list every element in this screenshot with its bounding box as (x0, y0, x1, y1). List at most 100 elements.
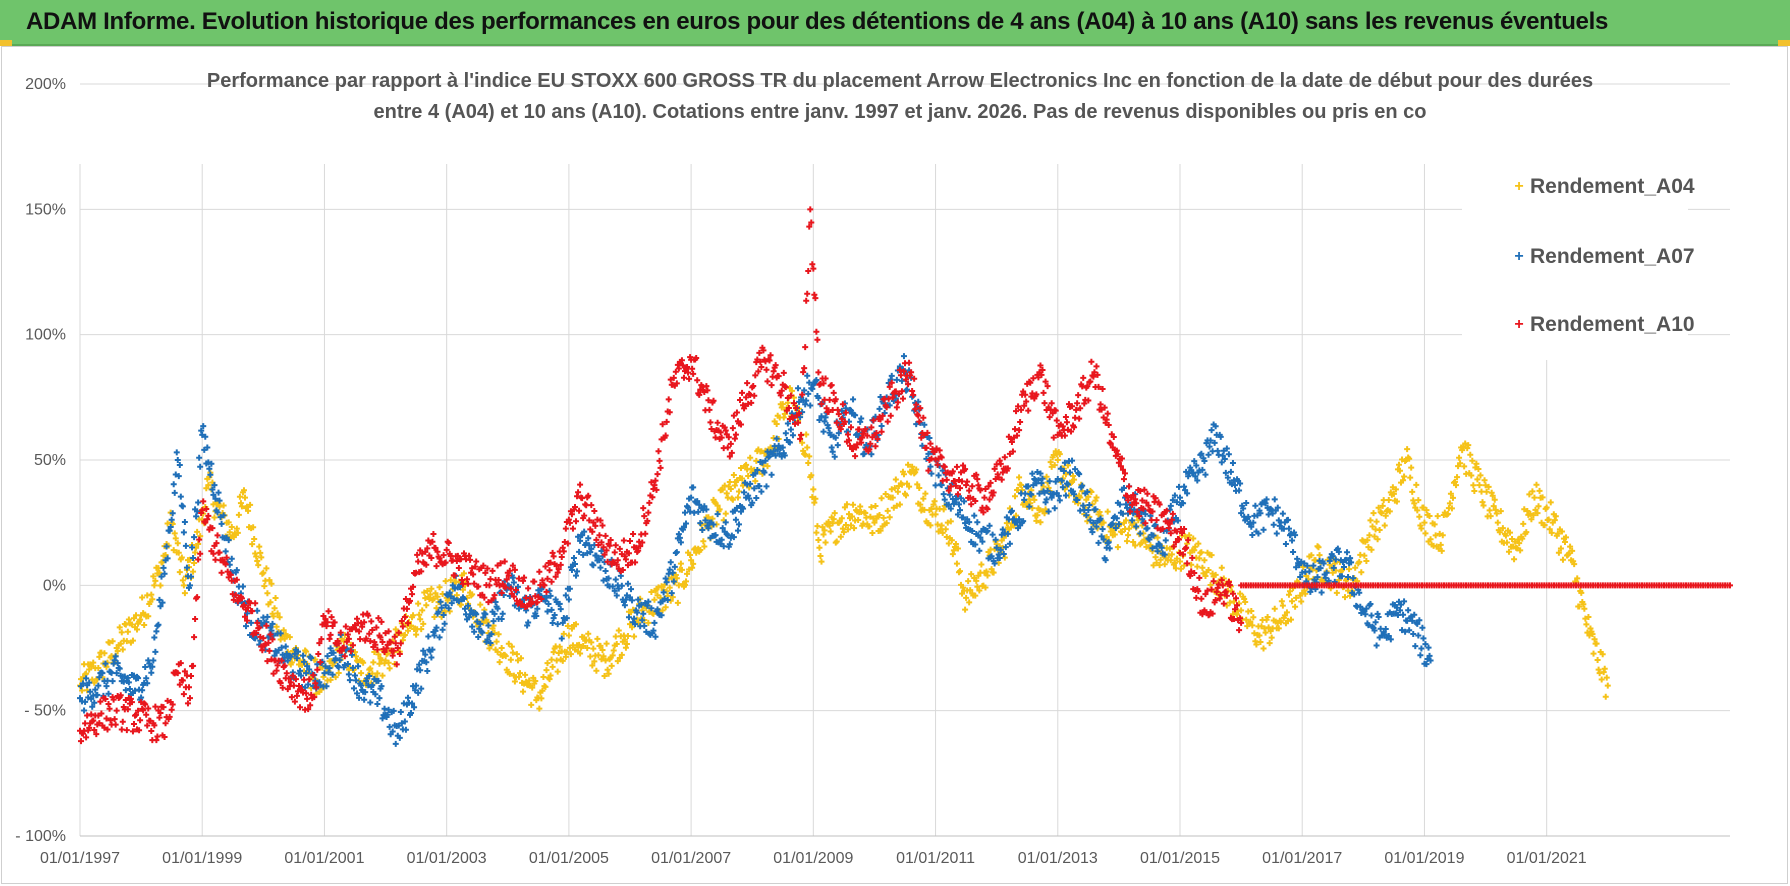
data-point (615, 627, 622, 634)
data-point (98, 710, 105, 717)
data-point (192, 549, 199, 556)
data-point (551, 612, 558, 619)
data-point (283, 670, 290, 677)
data-point (385, 706, 392, 713)
data-point (1021, 496, 1028, 503)
data-point (1534, 510, 1541, 517)
data-point (175, 473, 182, 480)
data-point (1014, 519, 1021, 526)
data-point (436, 584, 443, 591)
data-point (125, 616, 132, 623)
data-point (556, 643, 563, 650)
data-point (1365, 622, 1372, 629)
data-point (625, 614, 632, 621)
data-point (957, 507, 963, 514)
data-point (1173, 555, 1180, 562)
y-tick-label: 0% (43, 577, 66, 594)
data-point (761, 469, 768, 476)
data-point (386, 723, 393, 730)
data-point (714, 502, 721, 509)
data-point (574, 568, 581, 575)
data-point (659, 607, 666, 614)
data-point (1369, 523, 1376, 530)
data-point (1287, 588, 1293, 595)
data-point (442, 602, 449, 609)
data-point (1016, 474, 1023, 481)
data-point (1071, 476, 1078, 483)
data-point (317, 682, 324, 689)
data-point (1340, 563, 1347, 570)
data-point (1072, 466, 1079, 473)
data-point (1237, 590, 1244, 597)
data-point (159, 559, 166, 566)
data-point (1368, 546, 1375, 553)
data-point (322, 663, 329, 670)
data-point (1260, 645, 1267, 652)
data-point (568, 625, 575, 632)
data-point (450, 595, 457, 602)
data-point (1298, 598, 1305, 605)
data-point (922, 490, 929, 497)
data-point (145, 613, 152, 620)
data-point (992, 536, 999, 543)
data-point (400, 700, 407, 707)
data-point (1381, 522, 1388, 529)
data-point (655, 584, 662, 591)
data-point (720, 543, 727, 550)
data-point (106, 705, 113, 712)
data-point (200, 423, 207, 430)
data-point (654, 606, 661, 613)
data-point (988, 566, 995, 573)
data-point (814, 523, 821, 530)
data-point (545, 600, 552, 607)
data-point (1532, 506, 1539, 513)
data-point (1272, 507, 1279, 514)
data-point (1418, 645, 1425, 652)
data-point (1234, 611, 1241, 618)
data-point (1399, 627, 1406, 634)
data-point (530, 674, 537, 681)
data-point (170, 481, 177, 488)
data-point (191, 634, 198, 641)
data-point (1221, 455, 1228, 462)
data-point (244, 503, 251, 510)
data-point (1365, 544, 1372, 551)
data-point (1316, 552, 1323, 559)
data-point (148, 669, 155, 676)
data-point (973, 577, 980, 584)
data-point (811, 291, 818, 298)
data-point (988, 553, 995, 560)
data-point (248, 619, 255, 626)
data-point (157, 709, 164, 716)
data-point (589, 662, 596, 669)
data-point (811, 499, 818, 506)
data-point (1174, 517, 1181, 524)
data-point (1037, 470, 1044, 477)
data-point (800, 447, 807, 454)
data-point (1304, 562, 1311, 569)
data-point (181, 590, 188, 597)
data-point (207, 471, 214, 478)
data-point (197, 533, 204, 540)
data-point (294, 648, 301, 655)
data-point (1322, 574, 1329, 581)
data-point (1093, 523, 1100, 530)
series-rendement-a04 (77, 385, 1611, 712)
data-point (1343, 556, 1350, 563)
data-point (1054, 475, 1061, 482)
data-point (1543, 504, 1550, 511)
data-point (802, 344, 809, 351)
data-point (96, 653, 103, 660)
data-point (455, 565, 462, 572)
data-point (1086, 502, 1093, 509)
data-point (996, 555, 1003, 562)
data-point (1248, 608, 1255, 615)
data-point (401, 632, 408, 639)
x-axis: 01/01/1997 01/01/1999 01/01/2001 01/01/2003… (40, 850, 1587, 867)
data-point (533, 612, 540, 619)
data-point (645, 598, 652, 605)
data-point (666, 584, 673, 591)
data-point (197, 550, 204, 557)
data-point (228, 555, 235, 562)
legend-marker-a07: + (1514, 248, 1524, 265)
